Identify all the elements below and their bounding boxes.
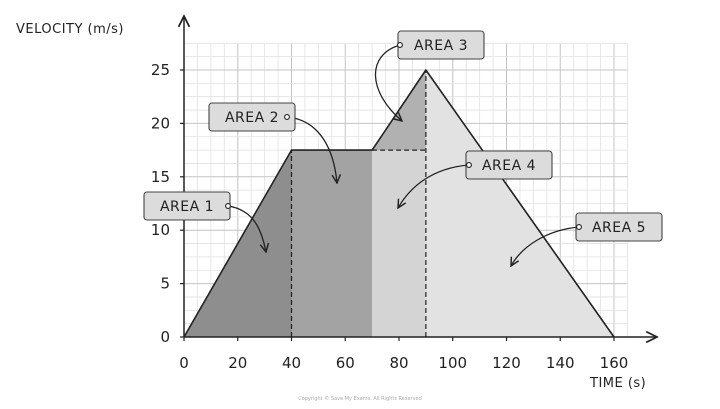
- x-tick-label: 160: [600, 354, 629, 372]
- area-1-callout: AREA 1: [143, 191, 266, 252]
- callout-tag-hole: [397, 42, 403, 48]
- area-label: AREA 2: [225, 110, 279, 126]
- tick-labels: 0 20 40 60 80 100 120 140 160 0 5 10 15 20 25: [151, 61, 628, 372]
- y-tick-label: 25: [151, 61, 170, 79]
- y-tick-label: 5: [160, 275, 170, 293]
- callout-arrow: [374, 44, 402, 121]
- copyright-notice: Copyright © Save My Exams. All Rights Re…: [298, 395, 422, 402]
- callout-tag: [465, 150, 553, 180]
- area-2-region: [291, 150, 373, 337]
- callout-arrow: [511, 226, 580, 266]
- callout-arrow: [286, 116, 337, 183]
- callout-tag: [208, 102, 296, 132]
- y-axis-title: VELOCITY (m/s): [16, 22, 124, 37]
- callout-tag-hole: [576, 224, 582, 230]
- callout-tag: [575, 212, 663, 242]
- area-callouts: AREA 1 AREA 2 AREA 3 AREA 4 AREA 5: [143, 30, 663, 266]
- x-tick-label: 80: [389, 354, 408, 372]
- callout-arrow: [227, 205, 266, 252]
- x-tick-label: 120: [492, 354, 521, 372]
- x-tick-label: 140: [546, 354, 575, 372]
- callout-tag-hole: [466, 162, 472, 168]
- area-label: AREA 4: [482, 158, 536, 174]
- x-tick-label: 100: [438, 354, 467, 372]
- area-label: AREA 1: [160, 199, 214, 215]
- x-tick-label: 60: [336, 354, 355, 372]
- area-4-region: [372, 150, 426, 337]
- x-axis-title: TIME (s): [589, 376, 646, 391]
- y-tick-label: 0: [160, 328, 170, 346]
- area-label: AREA 3: [414, 38, 468, 54]
- x-tick-label: 40: [282, 354, 301, 372]
- area-3-callout: AREA 3: [374, 30, 485, 121]
- y-tick-label: 20: [151, 114, 170, 132]
- callout-tag-hole: [284, 114, 290, 120]
- callout-arrow: [398, 164, 470, 208]
- y-tick-label: 15: [151, 168, 170, 186]
- area-2-callout: AREA 2: [208, 102, 337, 183]
- y-tick-label: 10: [151, 221, 170, 239]
- x-tick-label: 0: [179, 354, 189, 372]
- callout-tag-hole: [225, 203, 231, 209]
- area-4-callout: AREA 4: [398, 150, 553, 208]
- area-label: AREA 5: [592, 220, 646, 236]
- area-5-callout: AREA 5: [511, 212, 663, 266]
- dashed-guides: [290, 70, 427, 337]
- x-tick-label: 20: [228, 354, 247, 372]
